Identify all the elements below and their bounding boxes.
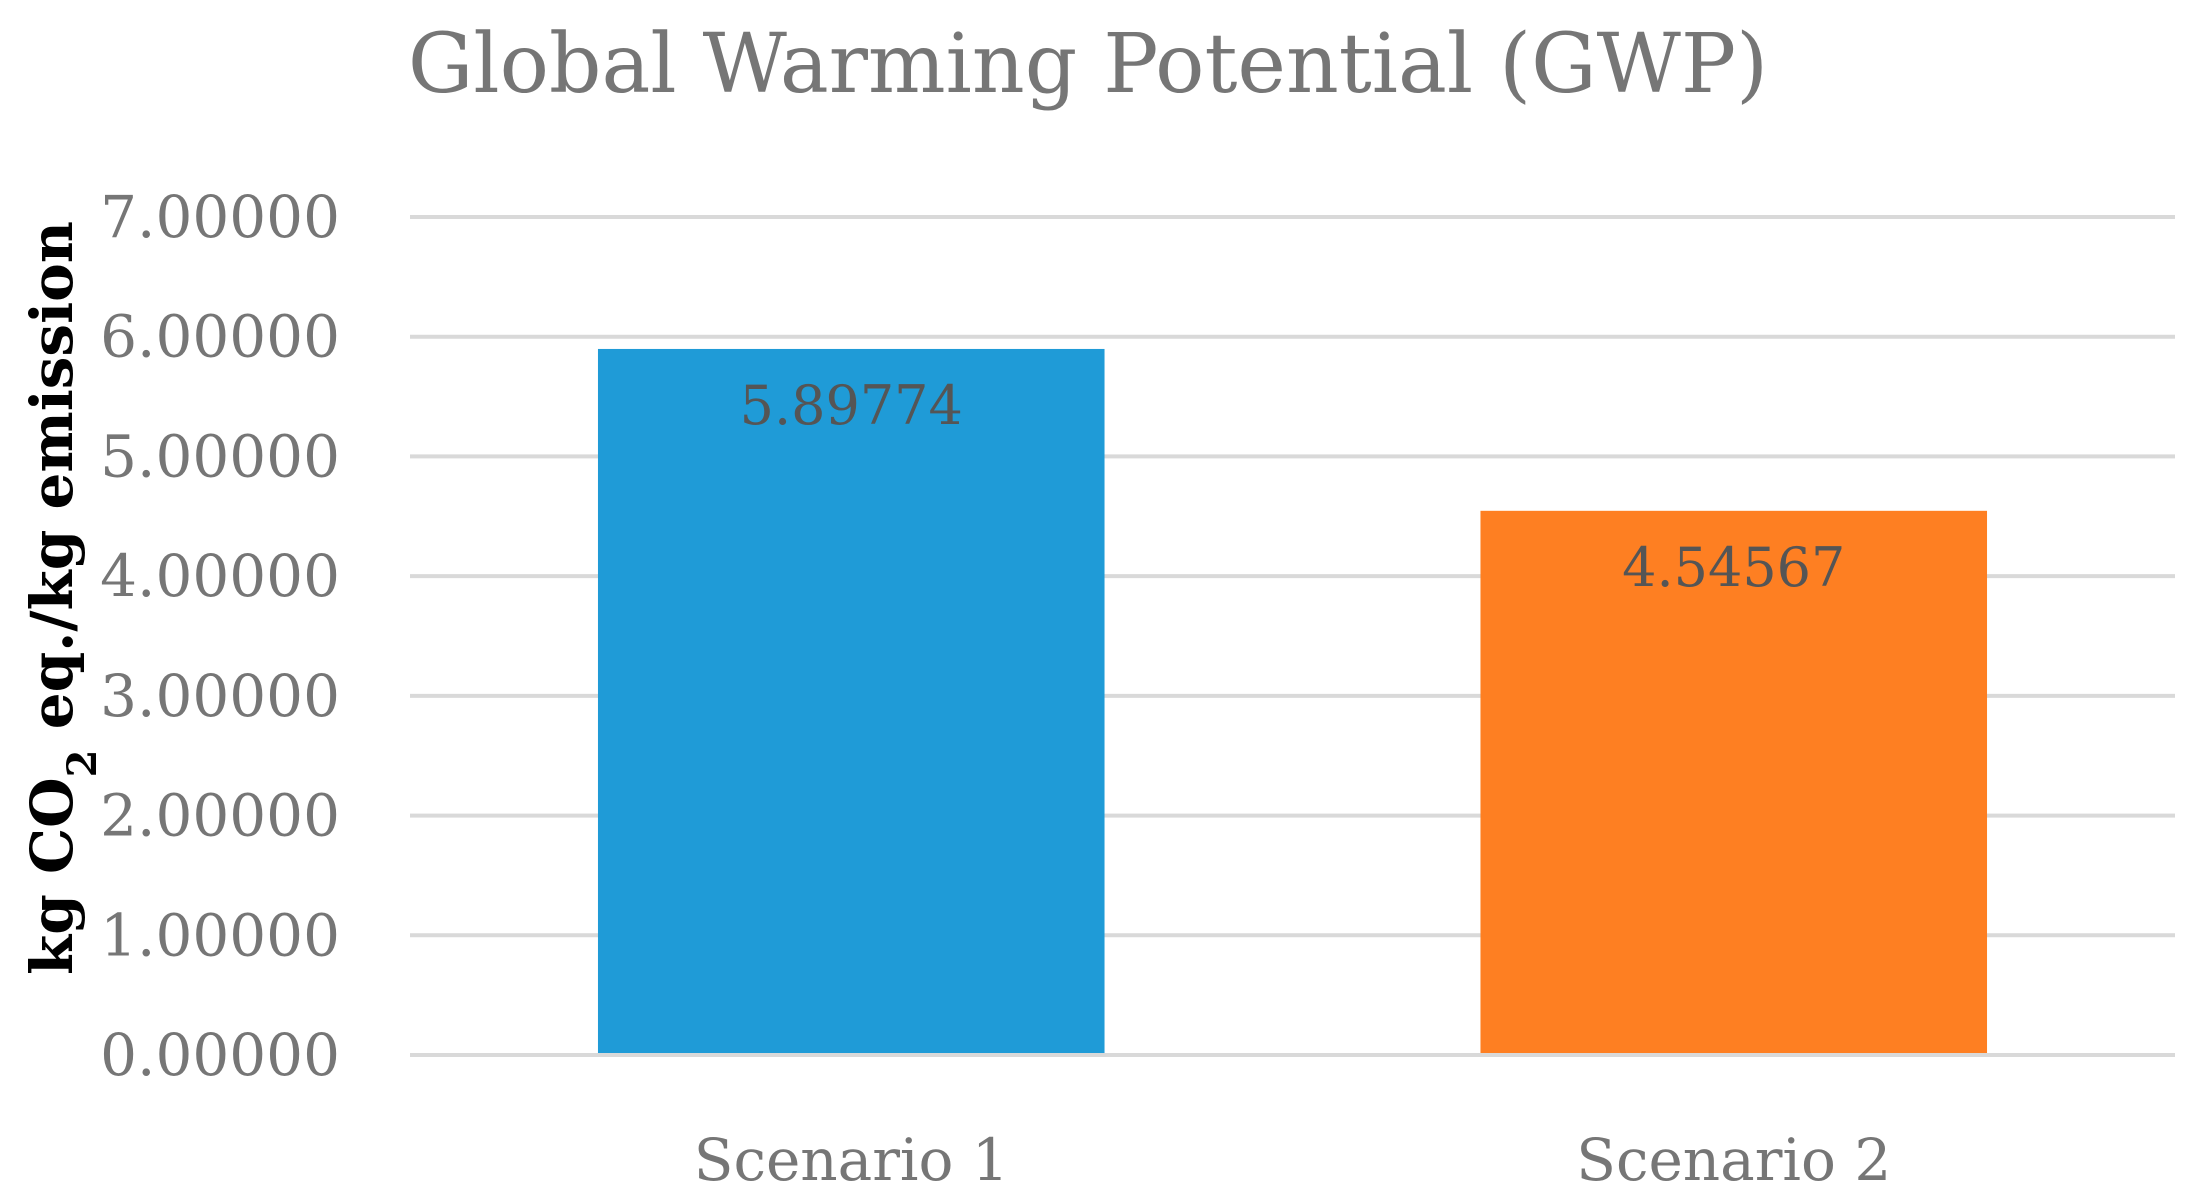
y-tick-label: 0.00000	[100, 1021, 340, 1089]
data-label: 5.89774	[740, 374, 963, 437]
y-axis-label-suffix: eq./kg emission	[18, 221, 86, 749]
bar	[597, 348, 1105, 1055]
labels: 0.00000 1.00000 2.00000 3.00000 4.00000 5.000…	[100, 183, 1891, 1194]
y-axis-label: kg CO2 eq./kg emission	[18, 221, 106, 975]
bars	[597, 348, 1988, 1055]
y-tick-label: 2.00000	[100, 782, 340, 850]
x-tick-label: Scenario 2	[1576, 1126, 1891, 1194]
y-tick-label: 3.00000	[100, 662, 340, 730]
y-tick-label: 1.00000	[100, 901, 340, 969]
data-label: 4.54567	[1622, 536, 1845, 599]
x-tick-label: Scenario 1	[694, 1126, 1009, 1194]
y-tick-label: 7.00000	[100, 183, 340, 251]
y-tick-label: 5.00000	[100, 422, 340, 490]
bar	[1480, 510, 1988, 1055]
chart-title: Global Warming Potential (GWP)	[408, 17, 1768, 112]
y-axis-label-prefix: kg CO	[18, 777, 86, 975]
y-tick-label: 4.00000	[100, 542, 340, 610]
y-axis-label-subscript: 2	[59, 750, 106, 778]
y-tick-label: 6.00000	[100, 303, 340, 371]
